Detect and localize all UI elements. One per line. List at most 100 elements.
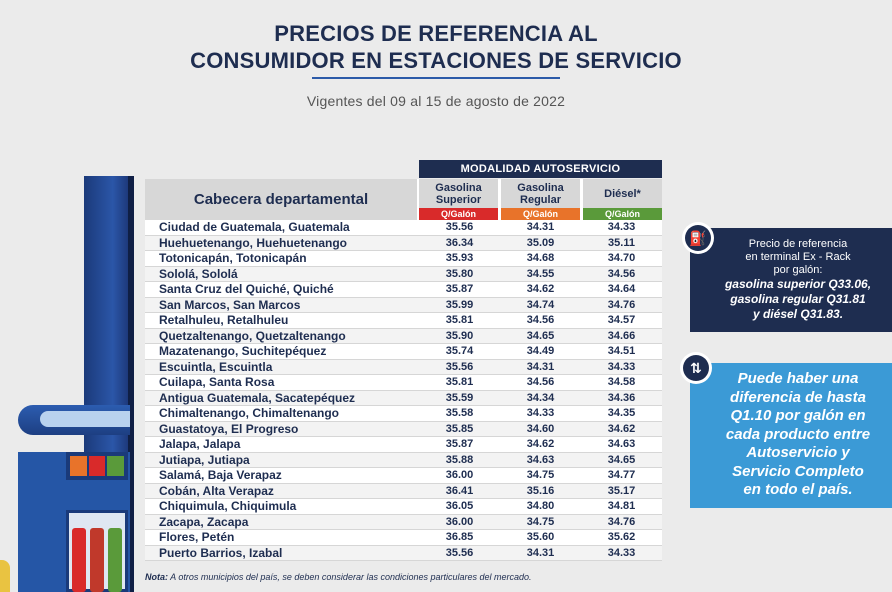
table-row: Santa Cruz del Quiché, Quiché 35.87 34.62 3…: [145, 282, 662, 298]
cell-superior: 36.41: [445, 484, 474, 497]
page-title: PRECIOS DE REFERENCIA AL CONSUMIDOR EN E…: [0, 20, 872, 74]
pump-panel-orange: [70, 456, 87, 476]
cell-diesel: 34.36: [607, 391, 636, 404]
info-line-4: gasolina superior Q33.06,: [724, 277, 872, 291]
table-header: Cabecera departamental Gasolina Superior…: [145, 179, 662, 220]
cell-diesel: 34.51: [607, 345, 636, 358]
cell-diesel: 34.35: [607, 407, 636, 420]
info-line-6: y diésel Q31.83.: [752, 307, 844, 321]
cell-diesel: 34.76: [607, 515, 636, 528]
diff-line-7: en todo el país.: [743, 481, 853, 498]
cell-department: Antigua Guatemala, Sacatepéquez: [159, 390, 356, 405]
cell-diesel: 34.57: [607, 314, 636, 327]
table-row: Mazatenango, Suchitepéquez 35.74 34.49 34.5…: [145, 344, 662, 360]
cell-superior: 36.00: [445, 469, 474, 482]
subtitle: Vigentes del 09 al 15 de agosto de 2022: [306, 93, 566, 109]
table-row: Ciudad de Guatemala, Guatemala 35.56 34.31…: [145, 220, 662, 236]
diff-line-4: cada producto entre: [725, 425, 871, 443]
col-regular-header: Gasolina Regular Q/Galón: [501, 179, 580, 220]
diff-line-2: diferencia de hasta: [730, 388, 866, 406]
table-row: Totonicapán, Totonicapán 35.93 34.68 34.70: [145, 251, 662, 267]
cell-regular: 34.65: [526, 329, 555, 342]
cell-superior: 35.87: [445, 283, 474, 296]
col-regular-unit: Q/Galón: [501, 208, 580, 220]
cell-superior: 35.74: [445, 345, 474, 358]
cell-department: Guastatoya, El Progreso: [159, 421, 299, 436]
cell-diesel: 35.17: [607, 484, 636, 497]
col-diesel-unit: Q/Galón: [583, 208, 662, 220]
cell-diesel: 34.81: [607, 500, 636, 513]
table-row: Chiquimula, Chiquimula 36.05 34.80 34.81: [145, 499, 662, 515]
cell-department: Salamá, Baja Verapaz: [159, 468, 282, 483]
cell-regular: 34.31: [526, 546, 555, 559]
table-row: Antigua Guatemala, Sacatepéquez 35.59 34.3…: [145, 390, 662, 406]
cell-regular: 34.68: [526, 252, 555, 265]
cell-department: Huehuetenango, Huehuetenango: [159, 235, 348, 250]
table-row: Cobán, Alta Verapaz 36.41 35.16 35.17: [145, 483, 662, 499]
cell-regular: 34.34: [526, 391, 555, 404]
diff-line-5: Autoservicio y: [746, 444, 850, 461]
cell-regular: 34.63: [526, 453, 555, 466]
cell-department: Mazatenango, Suchitepéquez: [159, 344, 327, 359]
nozzle-darkred-icon: [90, 528, 104, 592]
cell-department: Retalhuleu, Retalhuleu: [159, 313, 289, 328]
col-regular-name2: Regular: [520, 194, 561, 206]
col-diesel-header: Diésel* Q/Galón: [583, 179, 662, 220]
cell-department: Ciudad de Guatemala, Guatemala: [159, 220, 350, 235]
col-cabecera-header: Cabecera departamental: [145, 179, 417, 220]
cell-diesel: 34.33: [607, 546, 636, 559]
cell-diesel: 34.62: [607, 422, 636, 435]
diff-line-1: Puede haber una: [737, 370, 859, 387]
ex-rack-info-box: Precio de referencia en terminal Ex - Ra…: [690, 228, 892, 332]
cell-diesel: 35.62: [607, 531, 636, 544]
table-row: Escuintla, Escuintla 35.56 34.31 34.33: [145, 359, 662, 375]
cell-regular: 34.31: [526, 221, 555, 234]
cell-superior: 35.58: [445, 407, 474, 420]
fuel-pump-icon: ⛽: [682, 222, 714, 254]
cell-department: Flores, Petén: [159, 530, 235, 545]
cell-regular: 34.49: [526, 345, 555, 358]
cell-regular: 35.16: [526, 484, 555, 497]
cell-regular: 34.33: [526, 407, 555, 420]
cell-regular: 34.62: [526, 438, 555, 451]
cell-superior: 35.99: [445, 298, 474, 311]
title-underline: [312, 77, 560, 79]
pump-panel-green: [107, 456, 125, 476]
cell-diesel: 34.76: [607, 298, 636, 311]
table-row: Puerto Barrios, Izabal 35.56 34.31 34.33: [145, 545, 662, 561]
cell-diesel: 34.65: [607, 453, 636, 466]
table-row: Zacapa, Zacapa 36.00 34.75 34.76: [145, 514, 662, 530]
cell-diesel: 34.33: [607, 221, 636, 234]
cell-department: Cobán, Alta Verapaz: [159, 483, 274, 498]
table-row: Retalhuleu, Retalhuleu 35.81 34.56 34.57: [145, 313, 662, 329]
cell-department: Totonicapán, Totonicapán: [159, 251, 307, 266]
cell-regular: 34.74: [526, 298, 555, 311]
title-line-2: CONSUMIDOR EN ESTACIONES DE SERVICIO: [190, 48, 682, 73]
info-line-5: gasolina regular Q31.81: [730, 292, 866, 306]
cell-superior: 35.56: [445, 360, 474, 373]
cell-regular: 34.60: [526, 422, 555, 435]
pump-side-yellow: [0, 560, 10, 592]
cell-regular: 34.55: [526, 267, 555, 280]
cell-department: Sololá, Sololá: [159, 266, 238, 281]
cell-superior: 35.85: [445, 422, 474, 435]
cell-regular: 35.60: [526, 531, 555, 544]
col-regular-name1: Gasolina: [517, 182, 564, 194]
cell-department: Jutiapa, Jutiapa: [159, 452, 250, 467]
table-row: Jalapa, Jalapa 35.87 34.62 34.63: [145, 437, 662, 453]
nozzle-red-icon: [72, 528, 86, 592]
cell-diesel: 34.77: [607, 469, 636, 482]
footnote-label: Nota:: [145, 572, 168, 582]
cell-superior: 36.85: [445, 531, 474, 544]
cell-superior: 35.81: [445, 376, 474, 389]
cell-superior: 35.88: [445, 453, 474, 466]
table-row: Huehuetenango, Huehuetenango 36.34 35.09 35…: [145, 235, 662, 251]
info-line-1: Precio de referencia: [748, 238, 848, 250]
cell-superior: 35.80: [445, 267, 474, 280]
pump-panel-red: [88, 456, 106, 476]
cell-regular: 34.62: [526, 283, 555, 296]
cell-department: Chiquimula, Chiquimula: [159, 499, 297, 514]
table-row: San Marcos, San Marcos 35.99 34.74 34.76: [145, 297, 662, 313]
cell-regular: 34.75: [526, 515, 555, 528]
cell-regular: 34.56: [526, 314, 555, 327]
